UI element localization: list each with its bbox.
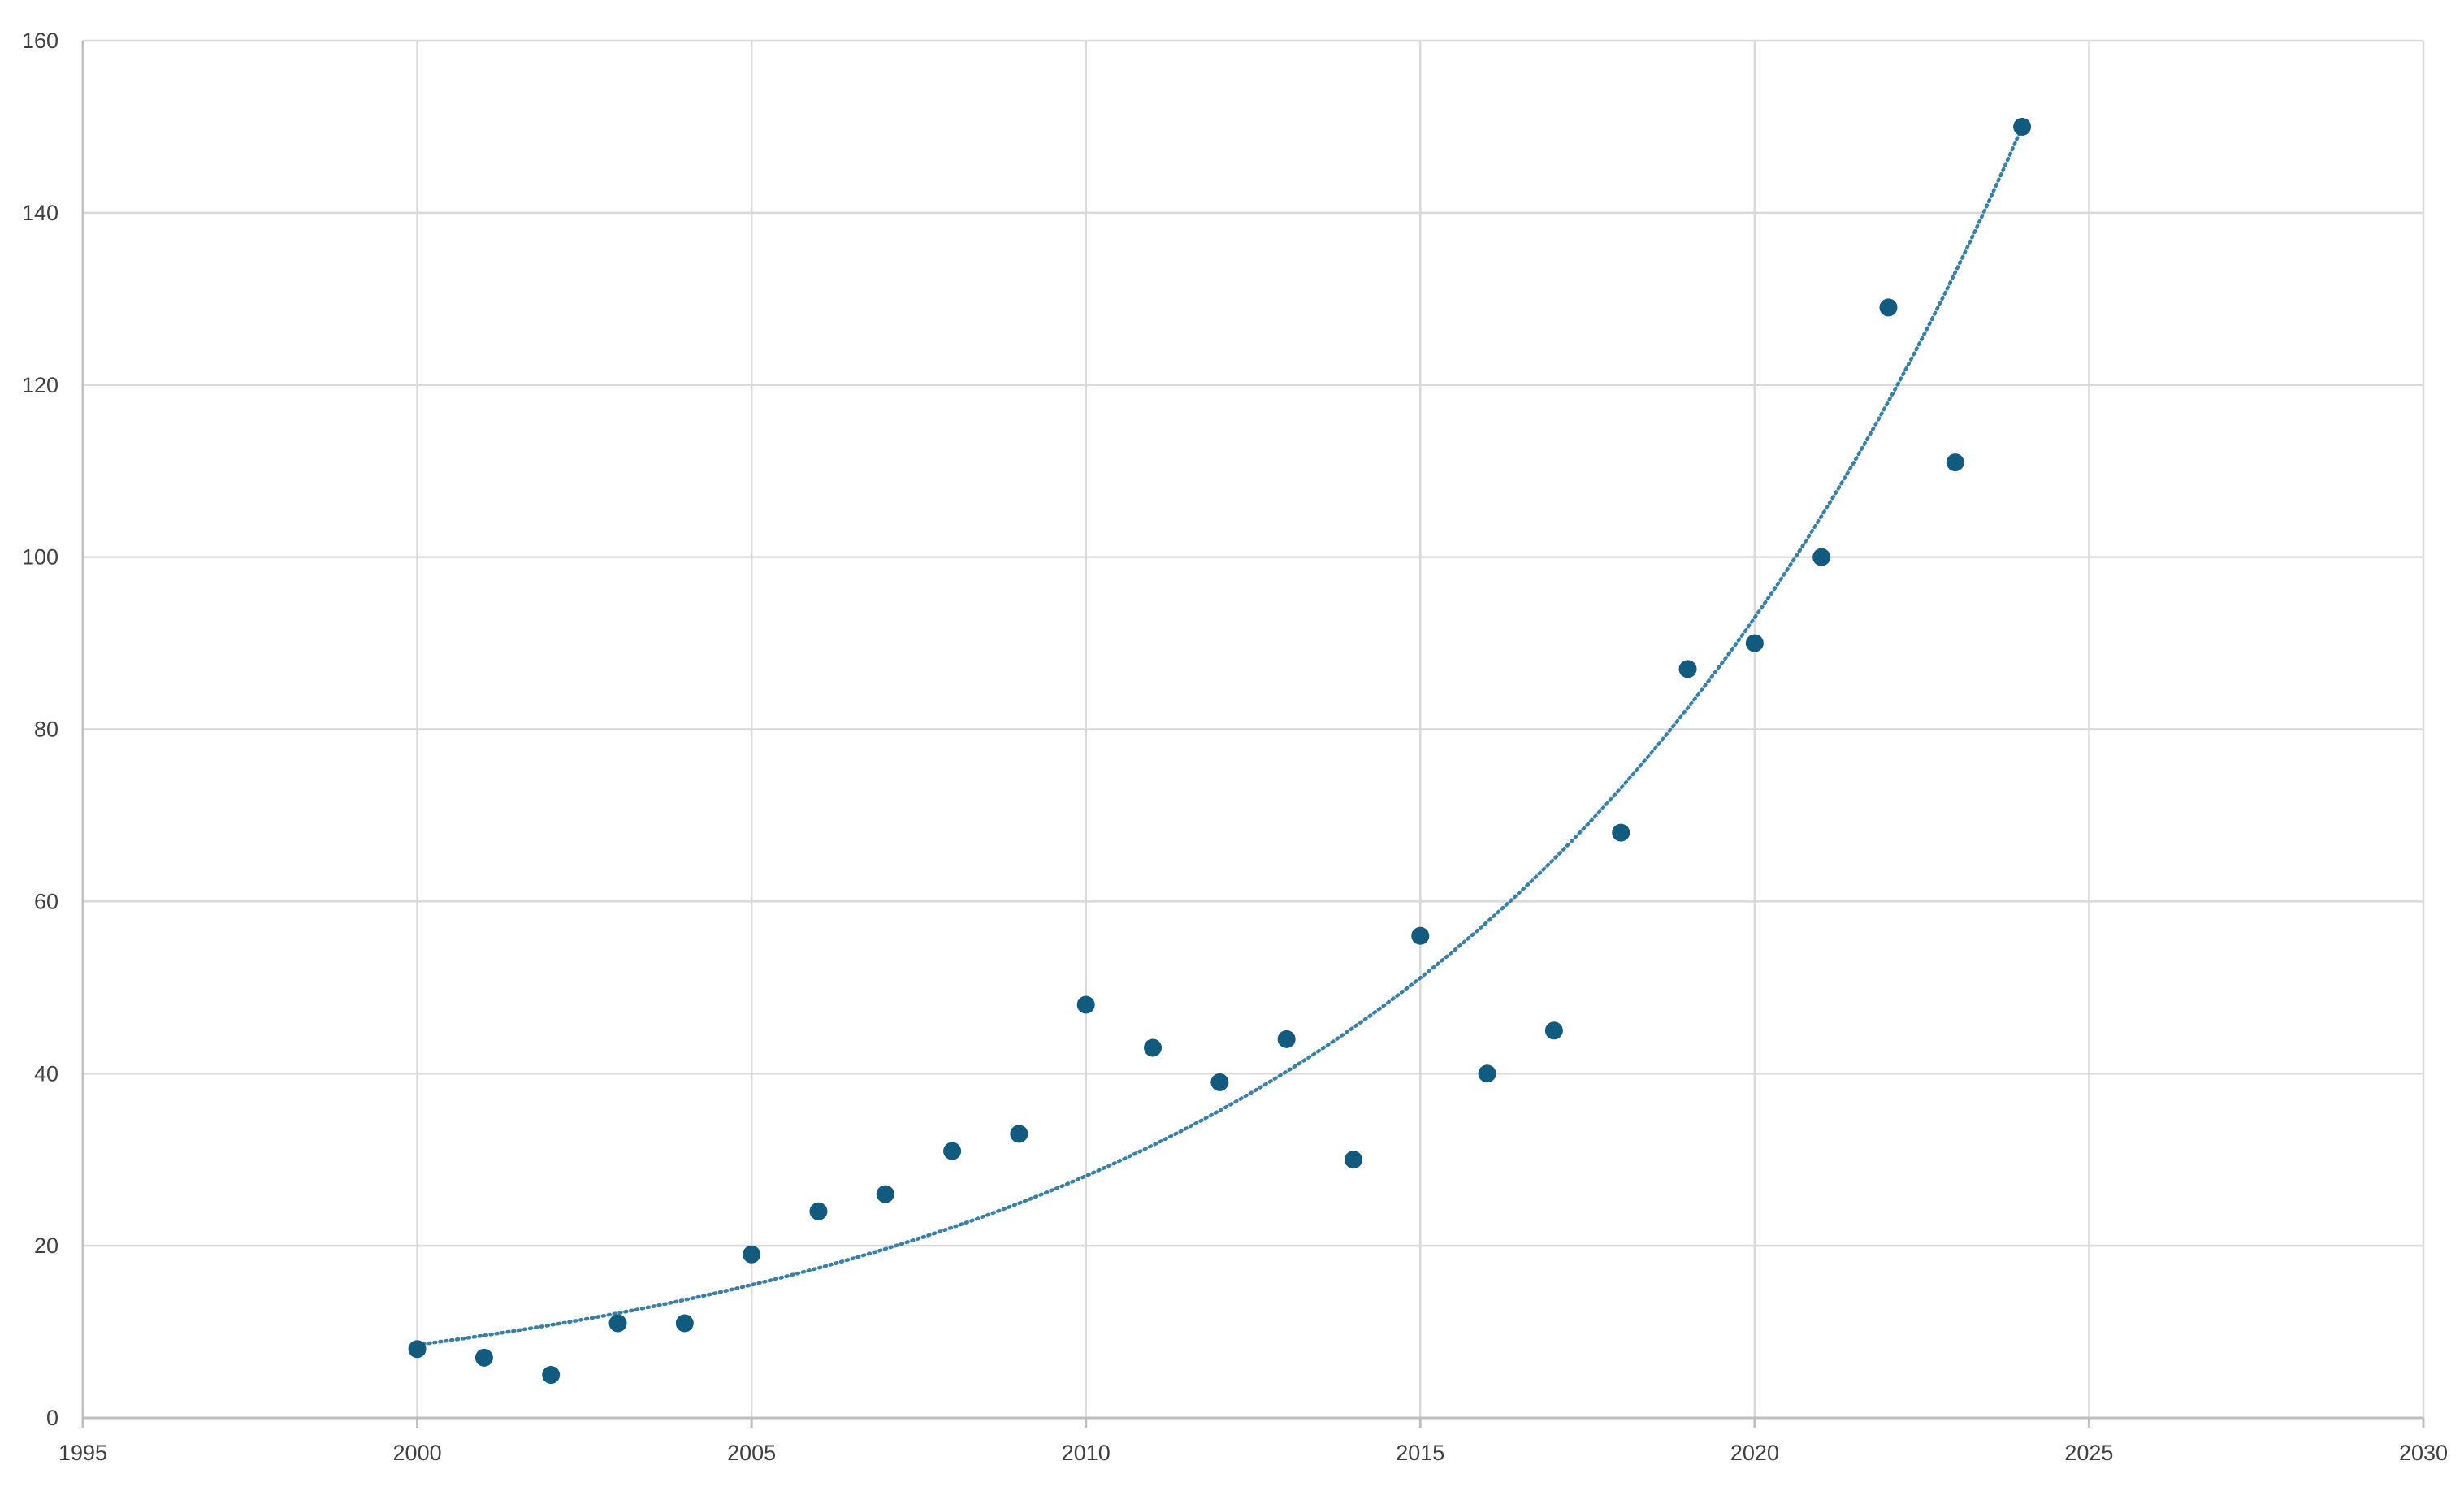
data-point-2023 [1946,453,1964,472]
data-point-2015 [1411,926,1430,945]
data-point-2017 [1544,1021,1563,1040]
data-point-2021 [1812,548,1831,566]
y-tick-label-0: 0 [46,1406,58,1430]
data-point-2022 [1879,298,1898,317]
data-point-2020 [1745,634,1764,652]
y-tick-label-100: 100 [22,545,58,570]
data-point-2002 [542,1366,561,1385]
y-tick-label-40: 40 [34,1061,58,1086]
y-tick-label-160: 160 [22,28,58,53]
x-tick-label-2020: 2020 [1730,1441,1779,1465]
data-point-2014 [1344,1151,1362,1169]
data-point-2011 [1144,1038,1163,1057]
data-point-2009 [1010,1125,1028,1143]
x-tick-label-2000: 2000 [393,1441,442,1465]
y-tick-label-60: 60 [34,889,58,913]
x-tick-label-2030: 2030 [2399,1441,2448,1465]
data-point-2019 [1678,660,1697,678]
data-point-2013 [1277,1030,1296,1048]
x-tick-label-2010: 2010 [1062,1441,1111,1465]
data-point-2016 [1478,1064,1496,1083]
data-point-2012 [1210,1073,1229,1091]
y-tick-label-20: 20 [34,1233,58,1258]
x-tick-label-2025: 2025 [2064,1441,2113,1465]
data-point-2000 [408,1340,427,1359]
x-tick-label-2005: 2005 [727,1441,776,1465]
data-point-2010 [1076,995,1095,1014]
trendline [415,124,2024,1347]
data-point-2004 [675,1314,694,1333]
gridlines [83,39,2425,1418]
data-point-2024 [2013,117,2032,136]
data-point-2003 [608,1314,627,1333]
x-tick-label-1995: 1995 [58,1441,107,1465]
data-point-2007 [876,1185,894,1203]
data-point-2008 [943,1142,962,1160]
y-tick-label-140: 140 [22,201,58,225]
x-tick-label-2015: 2015 [1396,1441,1444,1465]
trendline-group [415,124,2024,1347]
data-point-2001 [474,1348,493,1367]
data-point-2005 [743,1245,761,1264]
data-points [408,117,2032,1385]
axes [81,41,2425,1428]
y-tick-label-120: 120 [22,373,58,397]
data-point-2018 [1612,823,1630,842]
tick-labels: 0 20 40 60 80 100 120 140 160 1995 2000 2005 2010 201… [22,28,2448,1465]
data-point-2006 [809,1202,828,1220]
y-tick-label-80: 80 [34,717,58,742]
